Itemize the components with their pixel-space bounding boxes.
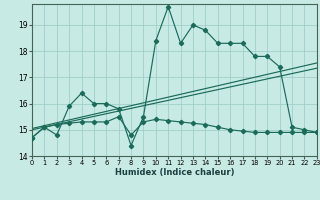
X-axis label: Humidex (Indice chaleur): Humidex (Indice chaleur) (115, 168, 234, 177)
